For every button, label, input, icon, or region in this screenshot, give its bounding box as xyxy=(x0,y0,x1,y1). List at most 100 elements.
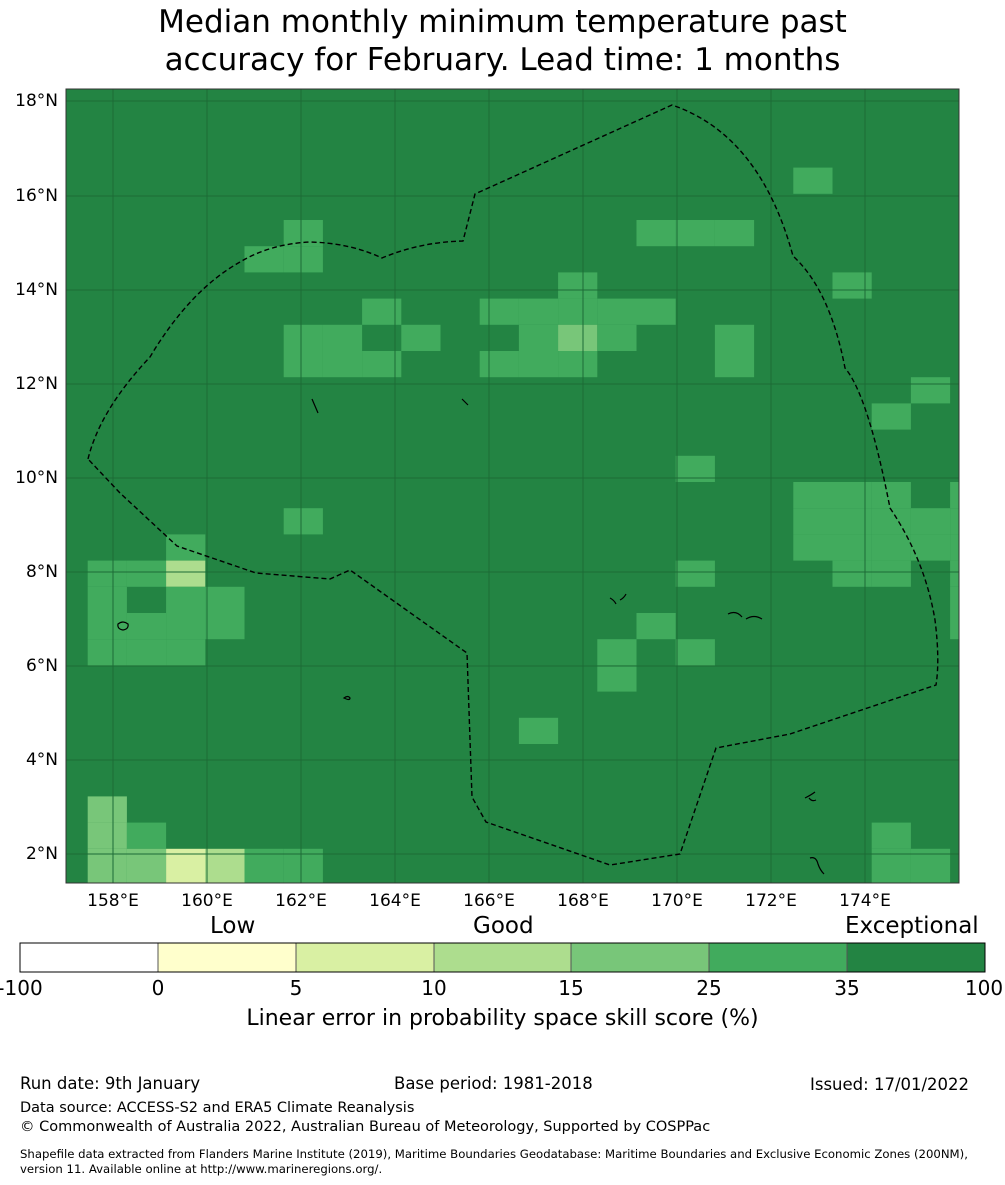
skill-cell xyxy=(793,482,833,509)
skill-cell xyxy=(166,875,206,883)
longitude-label: 168°E xyxy=(557,891,609,911)
skill-cell xyxy=(871,822,911,849)
longitude-label: 164°E xyxy=(369,891,421,911)
skill-cell xyxy=(166,639,206,666)
longitude-label: 160°E xyxy=(181,891,233,911)
skill-cell xyxy=(322,351,363,378)
skill-cell xyxy=(871,875,911,883)
latitude-label: 16°N xyxy=(15,186,58,206)
issued-date: Issued: 17/01/2022 xyxy=(810,1075,970,1094)
colorbar-tick: 5 xyxy=(289,976,303,1000)
skill-cell xyxy=(166,848,206,875)
skill-cell xyxy=(87,560,127,587)
skill-cell xyxy=(244,246,284,273)
colorbar-tick: 100 xyxy=(964,976,1004,1000)
skill-cell xyxy=(518,351,559,378)
skill-cell xyxy=(871,482,911,509)
skill-cell xyxy=(597,324,637,351)
skill-cell xyxy=(871,534,911,561)
skill-cell xyxy=(126,848,167,875)
longitude-labels: 158°E 160°E 162°E 164°E 166°E 168°E 170°E 172°E… xyxy=(87,891,891,911)
skill-cell xyxy=(636,220,676,247)
skill-cell xyxy=(950,560,959,587)
skill-cell xyxy=(166,560,206,587)
colorbar-tick: 10 xyxy=(421,976,447,1000)
skill-cell xyxy=(714,220,755,247)
colorbar-segment xyxy=(570,942,710,973)
colorbar-label: Linear error in probability space skill … xyxy=(246,1006,759,1031)
latitude-label: 8°N xyxy=(26,562,58,582)
skill-cell xyxy=(636,298,676,325)
skill-cell xyxy=(518,324,559,351)
skill-cell xyxy=(205,586,245,613)
skill-cell xyxy=(126,560,167,587)
latitude-labels: 18°N 16°N 14°N 12°N 10°N 8°N 6°N 4°N 2°N xyxy=(15,91,58,864)
skill-cell xyxy=(518,717,559,744)
skill-cell xyxy=(714,324,755,351)
latitude-label: 6°N xyxy=(26,656,58,676)
graticule xyxy=(66,89,959,883)
skill-cell xyxy=(244,848,284,875)
skill-cell xyxy=(87,639,127,666)
skill-cell xyxy=(479,298,519,325)
skill-cell xyxy=(283,351,323,378)
skill-cell xyxy=(871,403,911,430)
data-source: Data source: ACCESS-S2 and ERA5 Climate … xyxy=(20,1100,415,1116)
skill-cell xyxy=(283,324,323,351)
skill-cell xyxy=(87,875,127,883)
skill-cell xyxy=(558,351,598,378)
longitude-label: 172°E xyxy=(745,891,797,911)
colorbar-word-low: Low xyxy=(210,913,256,939)
latitude-label: 2°N xyxy=(26,844,58,864)
skill-cell xyxy=(401,324,441,351)
skill-cell xyxy=(793,167,833,194)
skill-cell xyxy=(597,298,637,325)
skill-cell xyxy=(636,613,676,640)
skill-cell xyxy=(283,848,323,875)
latitude-label: 14°N xyxy=(15,280,58,300)
skill-cell xyxy=(832,482,872,509)
skill-cell xyxy=(205,848,245,875)
skill-cell xyxy=(166,613,206,640)
skill-cell xyxy=(518,298,559,325)
skill-cell xyxy=(950,508,959,535)
skill-cell xyxy=(950,586,959,613)
colorbar-tick: 0 xyxy=(151,976,165,1000)
skill-cell xyxy=(87,613,127,640)
colorbar-outline xyxy=(19,942,986,973)
skill-cell xyxy=(832,560,872,587)
colorbar xyxy=(19,942,986,973)
map-title-line-2: accuracy for February. Lead time: 1 mont… xyxy=(164,42,841,78)
latitude-label: 10°N xyxy=(15,468,58,488)
skill-cell xyxy=(87,586,127,613)
colorbar-segment xyxy=(433,942,572,973)
copyright: © Commonwealth of Australia 2022, Austra… xyxy=(20,1119,711,1135)
skill-cell xyxy=(166,534,206,561)
colorbar-tick: 15 xyxy=(558,976,584,1000)
skill-cell xyxy=(166,586,206,613)
map-frame xyxy=(65,88,960,884)
skill-cell xyxy=(832,534,872,561)
skill-cell xyxy=(126,613,167,640)
skill-cell xyxy=(950,613,959,640)
skill-cell xyxy=(871,508,911,535)
skill-cell xyxy=(832,272,872,299)
longitude-label: 158°E xyxy=(87,891,139,911)
skill-cell xyxy=(910,875,951,883)
skill-cell xyxy=(205,613,245,640)
base-period: Base period: 1981-2018 xyxy=(394,1074,593,1093)
skill-cell xyxy=(87,848,127,875)
colorbar-segment xyxy=(19,942,159,973)
skill-cell xyxy=(558,298,598,325)
skill-cell xyxy=(675,560,715,587)
skill-cell xyxy=(87,796,127,823)
eez-boundary xyxy=(87,104,939,866)
skill-cell xyxy=(283,508,323,535)
skill-cell xyxy=(950,534,959,561)
skill-cell xyxy=(910,534,951,561)
skill-cell xyxy=(283,246,323,273)
skill-cell xyxy=(126,822,167,849)
skill-cell xyxy=(910,848,951,875)
colorbar-word-good: Good xyxy=(473,913,534,939)
